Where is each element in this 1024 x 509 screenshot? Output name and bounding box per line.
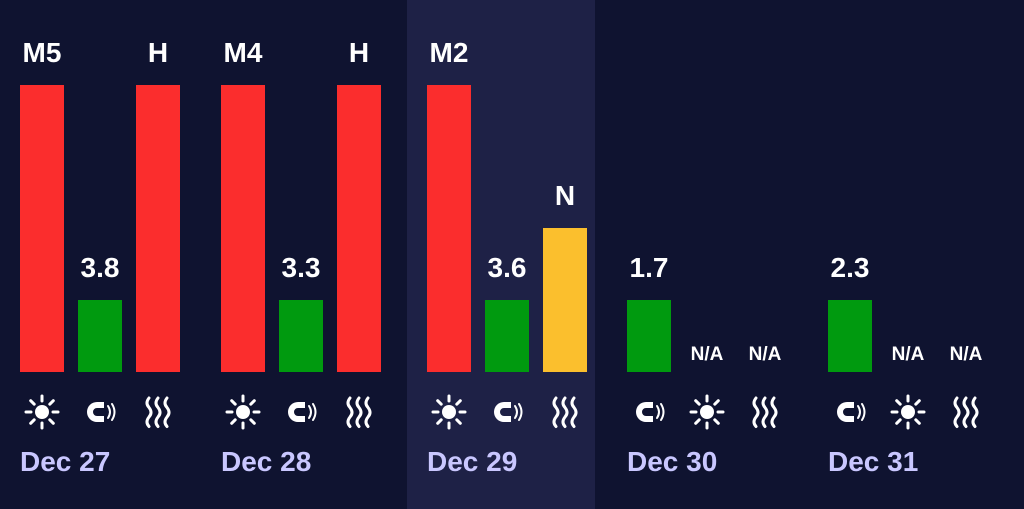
geomagnetic-level-bar [279, 300, 323, 372]
solar-level-bar [20, 85, 64, 372]
radiation-value-label: N [554, 180, 576, 211]
heat-waves-icon [946, 392, 986, 432]
radiation-value-label: H [348, 37, 370, 68]
solar-value-label: N/A [891, 344, 925, 365]
geomagnetic-value-label: 2.3 [830, 252, 870, 283]
geomagnetic-value-label: 3.6 [487, 252, 527, 283]
forecast-day-column: M4 3.3 H Dec 28 [201, 0, 402, 509]
sun-icon [687, 392, 727, 432]
geomagnetic-value-label: 3.3 [281, 252, 321, 283]
solar-level-bar [427, 85, 471, 372]
heat-waves-icon [545, 392, 585, 432]
radiation-level-bar [337, 85, 381, 372]
magnet-icon [281, 392, 321, 432]
magnet-icon [629, 392, 669, 432]
solar-value-label: M4 [223, 37, 263, 68]
geomagnetic-value-label: 3.8 [80, 252, 120, 283]
radiation-level-bar [543, 228, 587, 372]
radiation-value-label: H [147, 37, 169, 68]
sun-icon [429, 392, 469, 432]
forecast-day-column: M5 3.8 H Dec 27 [0, 0, 201, 509]
forecast-day-column: M2 3.6 N Dec 29 [407, 0, 595, 509]
solar-value-label: M5 [22, 37, 62, 68]
heat-waves-icon [138, 392, 178, 432]
geomagnetic-level-bar [78, 300, 122, 372]
forecast-day-column: 2.3 N/A N/A Dec 31 [808, 0, 1009, 509]
geomagnetic-value-label: 1.7 [629, 252, 669, 283]
magnet-icon [487, 392, 527, 432]
day-date-label: Dec 31 [828, 446, 919, 477]
day-date-label: Dec 30 [627, 446, 718, 477]
geomagnetic-level-bar [828, 300, 872, 372]
solar-value-label: M2 [429, 37, 469, 68]
geomagnetic-level-bar [627, 300, 671, 372]
magnet-icon [80, 392, 120, 432]
solar-value-label: N/A [690, 344, 724, 365]
radiation-value-label: N/A [748, 344, 782, 365]
heat-waves-icon [339, 392, 379, 432]
solar-level-bar [221, 85, 265, 372]
day-date-label: Dec 29 [427, 446, 518, 477]
sun-icon [22, 392, 62, 432]
radiation-level-bar [136, 85, 180, 372]
sun-icon [223, 392, 263, 432]
geomagnetic-level-bar [485, 300, 529, 372]
forecast-day-column: 1.7 N/A N/A Dec 30 [607, 0, 808, 509]
radiation-value-label: N/A [949, 344, 983, 365]
magnet-icon [830, 392, 870, 432]
heat-waves-icon [745, 392, 785, 432]
day-date-label: Dec 28 [221, 446, 312, 477]
day-date-label: Dec 27 [20, 446, 111, 477]
sun-icon [888, 392, 928, 432]
